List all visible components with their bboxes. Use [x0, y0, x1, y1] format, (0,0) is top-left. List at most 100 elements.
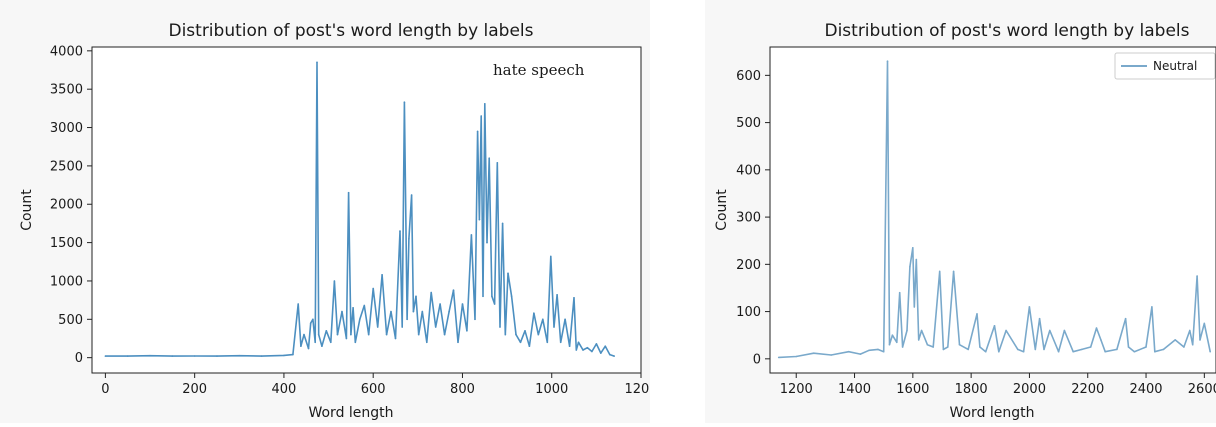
data-point	[1124, 317, 1127, 320]
y-tick-label: 3000	[50, 121, 83, 136]
x-tick-label: 400	[272, 382, 297, 397]
data-point	[913, 306, 916, 308]
data-point	[1072, 350, 1074, 353]
data-point	[1057, 350, 1060, 353]
data-point	[926, 343, 929, 346]
data-point	[515, 333, 517, 336]
x-tick-label: 1600	[896, 382, 929, 397]
data-point	[888, 343, 891, 346]
data-point	[406, 318, 408, 321]
series-group	[777, 60, 1211, 359]
x-tick-label: 2200	[1071, 382, 1104, 397]
data-point	[452, 289, 455, 292]
data-point	[426, 341, 428, 344]
data-point	[367, 333, 370, 336]
data-point	[443, 333, 446, 336]
data-point	[385, 333, 388, 336]
data-point	[559, 341, 562, 344]
data-point	[474, 318, 476, 321]
data-point	[993, 325, 996, 327]
data-point	[439, 303, 441, 305]
data-point	[448, 310, 450, 313]
x-tick-label: 2000	[1013, 382, 1046, 397]
legend: Neutral	[1114, 52, 1216, 80]
data-point	[390, 310, 392, 313]
data-point	[504, 333, 507, 336]
data-point	[952, 270, 955, 273]
data-point	[1081, 348, 1083, 351]
data-point	[292, 353, 294, 356]
data-point	[947, 346, 949, 348]
data-point	[1154, 350, 1156, 353]
data-point	[478, 218, 481, 221]
data-point	[1162, 348, 1165, 351]
y-tick-label: 1000	[50, 274, 83, 289]
data-point	[341, 310, 343, 313]
data-point	[882, 350, 885, 353]
chart-title: Distribution of post's word length by la…	[824, 21, 1189, 41]
x-tick-label: 1800	[955, 382, 988, 397]
data-point	[372, 287, 375, 290]
data-point	[1043, 348, 1045, 351]
data-point	[312, 318, 314, 321]
data-point	[586, 346, 589, 349]
data-point	[537, 333, 540, 336]
data-point	[499, 326, 501, 328]
data-point	[434, 326, 437, 328]
data-point	[381, 274, 383, 276]
data-point	[859, 353, 862, 355]
data-point	[300, 345, 302, 348]
data-point	[216, 355, 218, 357]
data-point	[575, 349, 578, 351]
data-point	[283, 354, 285, 357]
legend-entry: Neutral	[1153, 59, 1197, 73]
data-point	[568, 345, 571, 348]
data-point	[976, 313, 978, 315]
y-tick-label: 600	[736, 69, 761, 84]
data-point	[510, 295, 513, 298]
y-tick-label: 300	[736, 211, 761, 226]
data-point	[595, 343, 598, 345]
data-point	[519, 341, 522, 344]
y-tick-label: 200	[736, 258, 761, 273]
data-point	[942, 348, 945, 351]
data-point	[564, 318, 566, 321]
y-tick-label: 1500	[50, 236, 83, 251]
data-point	[496, 162, 499, 164]
data-point	[556, 294, 558, 296]
data-point	[354, 341, 357, 344]
data-point	[1038, 317, 1041, 320]
y-tick-label: 3500	[50, 83, 83, 98]
legend-box	[1114, 52, 1216, 80]
data-point	[938, 270, 941, 273]
data-point	[1022, 350, 1025, 353]
data-point	[1127, 346, 1130, 348]
data-point	[1100, 339, 1102, 341]
data-point	[104, 355, 107, 357]
data-point	[1063, 329, 1066, 332]
x-tick-label: 2400	[1129, 382, 1162, 397]
data-point	[466, 330, 468, 332]
data-point	[126, 355, 129, 357]
data-point	[363, 304, 366, 307]
data-point	[613, 355, 615, 357]
data-point	[171, 355, 174, 357]
y-tick-label: 500	[736, 116, 761, 131]
y-tick-label: 0	[753, 352, 761, 367]
data-point	[600, 352, 602, 354]
data-point	[898, 291, 901, 294]
data-point	[1133, 350, 1136, 353]
data-point	[901, 346, 904, 348]
data-point	[573, 297, 575, 299]
data-point	[507, 272, 509, 275]
y-tick-label: 0	[75, 351, 83, 366]
data-point	[877, 348, 879, 351]
data-point	[412, 310, 415, 313]
data-point	[920, 329, 923, 332]
data-point	[550, 255, 552, 258]
data-point	[1089, 346, 1092, 348]
data-point	[491, 295, 493, 298]
data-point	[542, 318, 544, 321]
data-point	[868, 349, 870, 352]
series-group	[104, 61, 615, 357]
